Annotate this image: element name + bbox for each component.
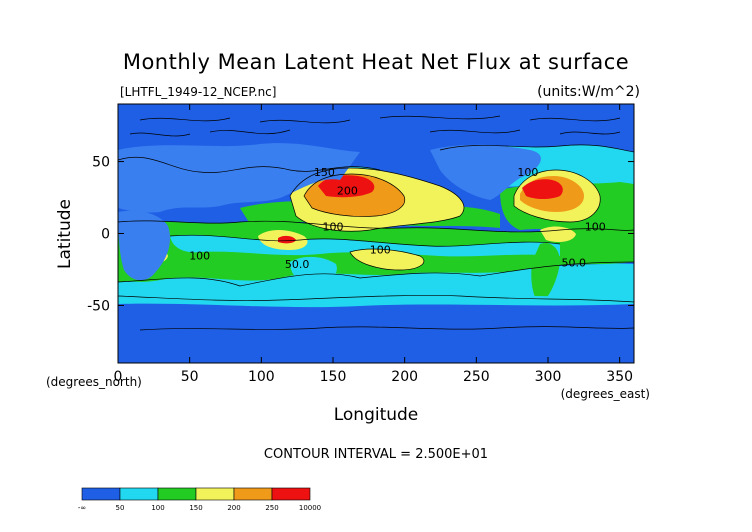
contour-label-3: 100 bbox=[370, 244, 391, 257]
contour-label-8: 50.0 bbox=[562, 257, 587, 270]
x-tick-label-0: 0 bbox=[114, 369, 123, 385]
patch-yellow-tropatlantic bbox=[540, 226, 576, 242]
colorbar-swatch-0 bbox=[81, 487, 121, 501]
colorbar-label-5: 250 bbox=[265, 504, 278, 512]
patch-red-kuroshio bbox=[318, 175, 375, 198]
colorbar-swatch-4 bbox=[233, 487, 273, 501]
contour-label-7: 50.0 bbox=[285, 258, 310, 271]
x-units: (degrees_east) bbox=[561, 387, 650, 401]
land-eurasia bbox=[118, 143, 360, 213]
colorbar-swatch-2 bbox=[157, 487, 197, 501]
y-units: (degrees_north) bbox=[46, 375, 142, 389]
y-axis: -50 0 50 bbox=[87, 155, 634, 314]
colorbar-swatch-1 bbox=[119, 487, 159, 501]
x-tick-label-1: 50 bbox=[181, 369, 199, 385]
band-deepblue-south bbox=[118, 300, 634, 363]
colorbar-label-3: 150 bbox=[189, 504, 202, 512]
contour-label-0: 150 bbox=[314, 166, 335, 179]
units-label: (units:W/m^2) bbox=[537, 84, 640, 100]
colorbar-label-4: 200 bbox=[227, 504, 240, 512]
chart-title: Monthly Mean Latent Heat Net Flux at sur… bbox=[123, 50, 629, 74]
y-tick-label-1: 0 bbox=[101, 227, 110, 243]
contour-label-4: 100 bbox=[517, 166, 538, 179]
x-axis: 0 50 100 150 200 250 300 350 bbox=[114, 104, 633, 385]
land-australia bbox=[290, 256, 337, 284]
colorbar-label-1: 50 bbox=[116, 504, 125, 512]
x-tick-label-2: 100 bbox=[248, 369, 275, 385]
y-axis-title: Latitude bbox=[55, 199, 75, 269]
x-tick-label-4: 200 bbox=[391, 369, 418, 385]
contour-label-2: 100 bbox=[323, 221, 344, 234]
colorbar: -∞ 50 100 150 200 250 10000 bbox=[78, 487, 321, 512]
y-tick-label-2: 50 bbox=[92, 155, 110, 171]
patch-red-gulfstream bbox=[522, 179, 563, 199]
y-tick-label-0: -50 bbox=[87, 298, 110, 314]
land-south-america bbox=[531, 242, 560, 304]
patch-red-indian bbox=[278, 235, 296, 244]
x-tick-label-6: 300 bbox=[535, 369, 562, 385]
colorbar-label-6: 10000 bbox=[299, 504, 321, 512]
colorbar-label-0: -∞ bbox=[78, 504, 86, 512]
contour-lines bbox=[118, 115, 634, 331]
colorbar-swatch-5 bbox=[271, 487, 311, 501]
contour-label-6: 100 bbox=[189, 249, 210, 262]
x-tick-label-7: 350 bbox=[606, 369, 633, 385]
x-tick-label-5: 250 bbox=[463, 369, 490, 385]
colorbar-label-2: 100 bbox=[151, 504, 164, 512]
contour-label-5: 100 bbox=[585, 221, 606, 234]
contour-label-1: 200 bbox=[337, 185, 358, 198]
heatmap-field bbox=[118, 104, 634, 363]
x-axis-title: Longitude bbox=[334, 405, 419, 425]
file-label: [LHTFL_1949-12_NCEP.nc] bbox=[120, 85, 276, 99]
land-africa bbox=[118, 210, 171, 281]
land-north-america bbox=[430, 144, 541, 200]
contour-interval: CONTOUR INTERVAL = 2.500E+01 bbox=[264, 447, 488, 462]
x-tick-label-3: 150 bbox=[320, 369, 347, 385]
colorbar-swatch-3 bbox=[195, 487, 235, 501]
